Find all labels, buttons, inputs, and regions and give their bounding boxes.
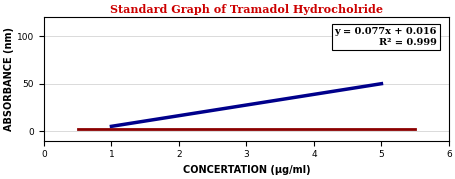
Title: Standard Graph of Tramadol Hydrocholride: Standard Graph of Tramadol Hydrocholride: [110, 4, 382, 15]
X-axis label: CONCERTATION (μg/ml): CONCERTATION (μg/ml): [182, 165, 309, 175]
Text: y = 0.077x + 0.016
R² = 0.999: y = 0.077x + 0.016 R² = 0.999: [334, 27, 436, 47]
Y-axis label: ABSORBANCE (nm): ABSORBANCE (nm): [4, 27, 14, 131]
